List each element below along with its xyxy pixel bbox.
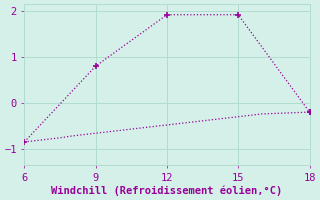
X-axis label: Windchill (Refroidissement éolien,°C): Windchill (Refroidissement éolien,°C) (51, 185, 283, 196)
